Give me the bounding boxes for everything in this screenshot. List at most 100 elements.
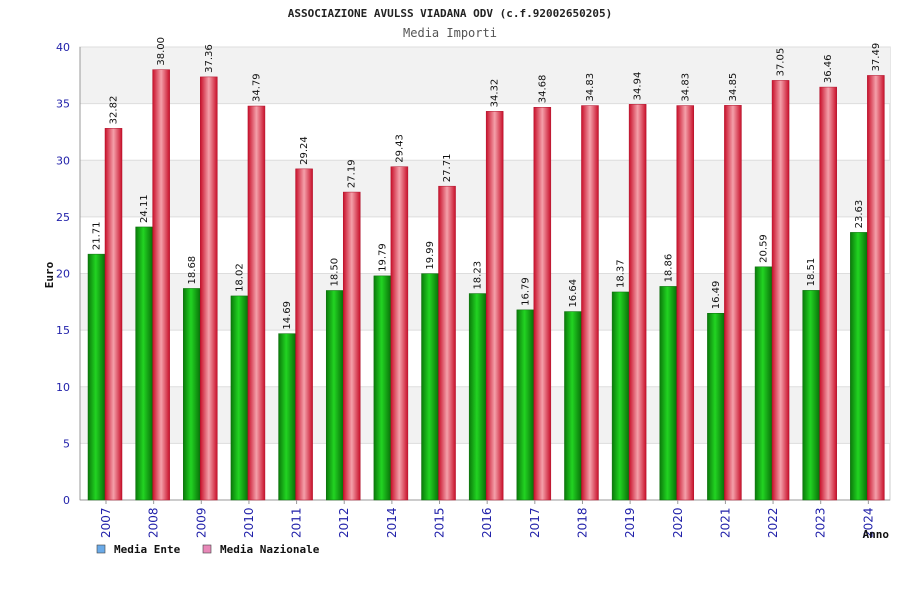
legend: Media Ente Media Nazionale [96,543,320,556]
data-label-media-nazionale-2023: 36.46 [823,54,834,83]
legend-swatch-media-nazionale [202,544,212,554]
x-tick-label: 2020 [671,507,685,538]
data-label-media-nazionale-2017: 34.68 [537,75,548,104]
data-label-media-nazionale-2014: 29.43 [394,134,405,163]
x-tick-label: 2009 [194,507,208,538]
bar-media-ente-2019 [611,291,630,501]
bar-media-nazionale-2011 [295,168,313,501]
data-label-media-ente-2018: 16.64 [568,279,579,308]
bar-media-nazionale-2007 [104,128,123,501]
y-tick-label: 25 [56,211,70,224]
data-label-media-nazionale-2008: 38.00 [156,37,167,66]
bar-media-ente-2010 [230,295,249,501]
data-label-media-nazionale-2018: 34.83 [585,73,596,102]
data-label-media-nazionale-2020: 34.83 [680,73,691,102]
data-label-media-ente-2021: 16.49 [711,281,722,310]
legend-label-media-nazionale: Media Nazionale [220,543,320,556]
y-axis-label: Euro [43,261,56,288]
bar-media-nazionale-2014 [390,166,409,501]
data-label-media-nazionale-2010: 34.79 [251,73,262,102]
bar-media-nazionale-2024 [867,75,885,501]
bar-media-nazionale-2015 [438,185,456,501]
bar-media-ente-2016 [468,293,487,501]
data-label-media-ente-2007: 21.71 [92,221,103,250]
y-tick-label: 40 [56,41,70,54]
bars [87,69,885,501]
bar-media-ente-2008 [135,226,153,501]
bar-media-nazionale-2016 [485,111,504,501]
x-tick-label: 2021 [718,507,732,538]
bar-media-ente-2015 [421,273,439,501]
bar-media-ente-2014 [373,275,392,501]
bar-media-nazionale-2021 [724,105,742,501]
y-tick-label: 30 [56,154,70,167]
bar-media-ente-2022 [754,266,773,501]
data-label-media-ente-2011: 14.69 [282,301,293,330]
data-label-media-nazionale-2015: 27.71 [442,154,453,183]
bar-media-nazionale-2019 [628,104,647,501]
data-label-media-nazionale-2007: 32.82 [109,96,120,125]
bar-media-ente-2007 [87,253,106,501]
data-label-media-ente-2016: 18.23 [473,261,484,290]
x-tick-label: 2012 [337,507,351,538]
data-label-media-ente-2020: 18.86 [663,254,674,283]
x-tick-label: 2015 [433,507,447,538]
bar-media-nazionale-2009 [200,76,218,501]
data-label-media-ente-2014: 19.79 [377,243,388,272]
chart-subtitle: Media Importi [403,26,497,40]
data-label-media-ente-2015: 19.99 [425,241,436,270]
bar-media-ente-2023 [802,290,820,501]
data-label-media-nazionale-2022: 37.05 [776,48,787,77]
data-label-media-ente-2017: 16.79 [520,277,531,306]
bar-media-ente-2009 [183,288,201,501]
x-tick-label: 2014 [385,507,399,538]
data-label-media-ente-2008: 24.11 [139,194,150,223]
bar-media-ente-2020 [659,286,678,501]
data-label-media-ente-2010: 18.02 [234,263,245,292]
y-tick-label: 5 [63,437,70,450]
x-axis-label: Anno [863,528,890,541]
data-label-media-ente-2019: 18.37 [616,259,627,288]
data-label-media-nazionale-2021: 34.85 [728,73,739,102]
x-tick-label: 2019 [623,507,637,538]
data-label-media-ente-2023: 18.51 [806,258,817,287]
x-tick-label: 2018 [575,507,589,538]
x-tick-label: 2010 [242,507,256,538]
data-label-media-nazionale-2011: 29.24 [299,136,310,165]
x-tick-label: 2007 [99,507,113,538]
legend-label-media-ente: Media Ente [114,543,181,556]
bar-media-ente-2011 [278,333,296,501]
x-tick-label: 2008 [147,507,161,538]
data-label-media-nazionale-2019: 34.94 [633,72,644,101]
bar-media-nazionale-2022 [771,80,790,501]
data-label-media-ente-2012: 18.50 [330,258,341,287]
bar-media-nazionale-2010 [247,105,266,501]
x-tick-label: 2011 [290,507,304,538]
x-tick-label: 2016 [480,507,494,538]
bar-media-nazionale-2012 [342,191,361,501]
y-axis-ticks: 0 5 10 15 20 25 30 35 40 [56,41,70,507]
data-label-media-nazionale-2012: 27.19 [347,159,358,188]
y-tick-label: 15 [56,324,70,337]
bar-media-ente-2021 [707,313,725,501]
data-labels: 21.71 32.82 24.11 38.00 18.68 37.36 18.02 34.79… [92,37,882,330]
data-label-media-nazionale-2024: 37.49 [871,43,882,72]
data-label-media-nazionale-2016: 34.32 [490,79,501,108]
data-label-media-ente-2022: 20.59 [759,234,770,263]
bar-media-ente-2012 [325,290,344,501]
y-tick-label: 10 [56,381,70,394]
x-tick-label: 2022 [766,507,780,538]
chart-title: ASSOCIAZIONE AVULSS VIADANA ODV (c.f.920… [288,7,613,20]
y-tick-label: 35 [56,98,70,111]
data-label-media-ente-2024: 23.63 [854,200,865,229]
bar-media-nazionale-2018 [581,105,599,501]
x-axis-ticks: 2007 2008 2009 2010 2011 2012 2014 2015 2016 2017… [99,500,875,538]
bar-media-ente-2024 [850,232,868,501]
x-tick-label: 2023 [814,507,828,538]
bar-media-nazionale-2017 [533,106,552,501]
bar-media-ente-2018 [564,311,582,501]
y-tick-label: 20 [56,268,70,281]
legend-swatch-media-ente [96,544,106,554]
bar-media-nazionale-2008 [152,69,170,501]
